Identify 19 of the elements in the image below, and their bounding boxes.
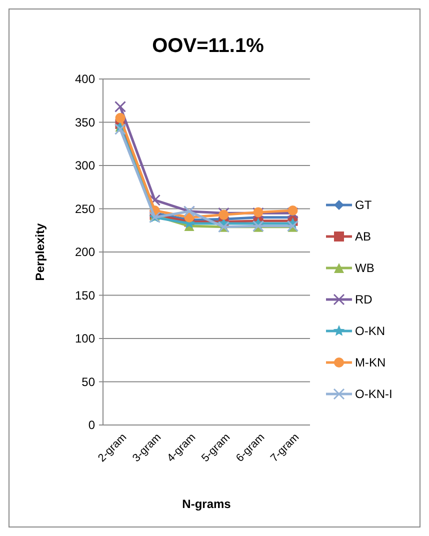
y-tick-label: 0 — [88, 418, 96, 432]
y-tick-label: 350 — [74, 115, 96, 130]
legend-label: WB — [355, 261, 374, 276]
y-tick-label: 400 — [74, 72, 96, 86]
y-tick-label: 250 — [74, 202, 96, 216]
y-tick-label: 200 — [74, 245, 96, 260]
chart-title: OOV=11.1% — [152, 35, 264, 57]
legend-label: O-KN — [355, 324, 385, 338]
y-axis-title: Perplexity — [33, 223, 47, 281]
x-axis-title: N-grams — [182, 497, 232, 511]
y-tick-label: 100 — [74, 332, 96, 346]
legend-label: GT — [355, 198, 372, 212]
legend-label: AB — [355, 230, 372, 244]
legend-label: RD — [355, 292, 373, 307]
y-tick-label: 150 — [74, 288, 96, 302]
y-tick-label: 50 — [82, 374, 96, 389]
legend-label: M-KN — [355, 356, 386, 370]
y-tick-label: 300 — [74, 158, 96, 173]
legend-label: O-KN-I — [355, 387, 392, 402]
